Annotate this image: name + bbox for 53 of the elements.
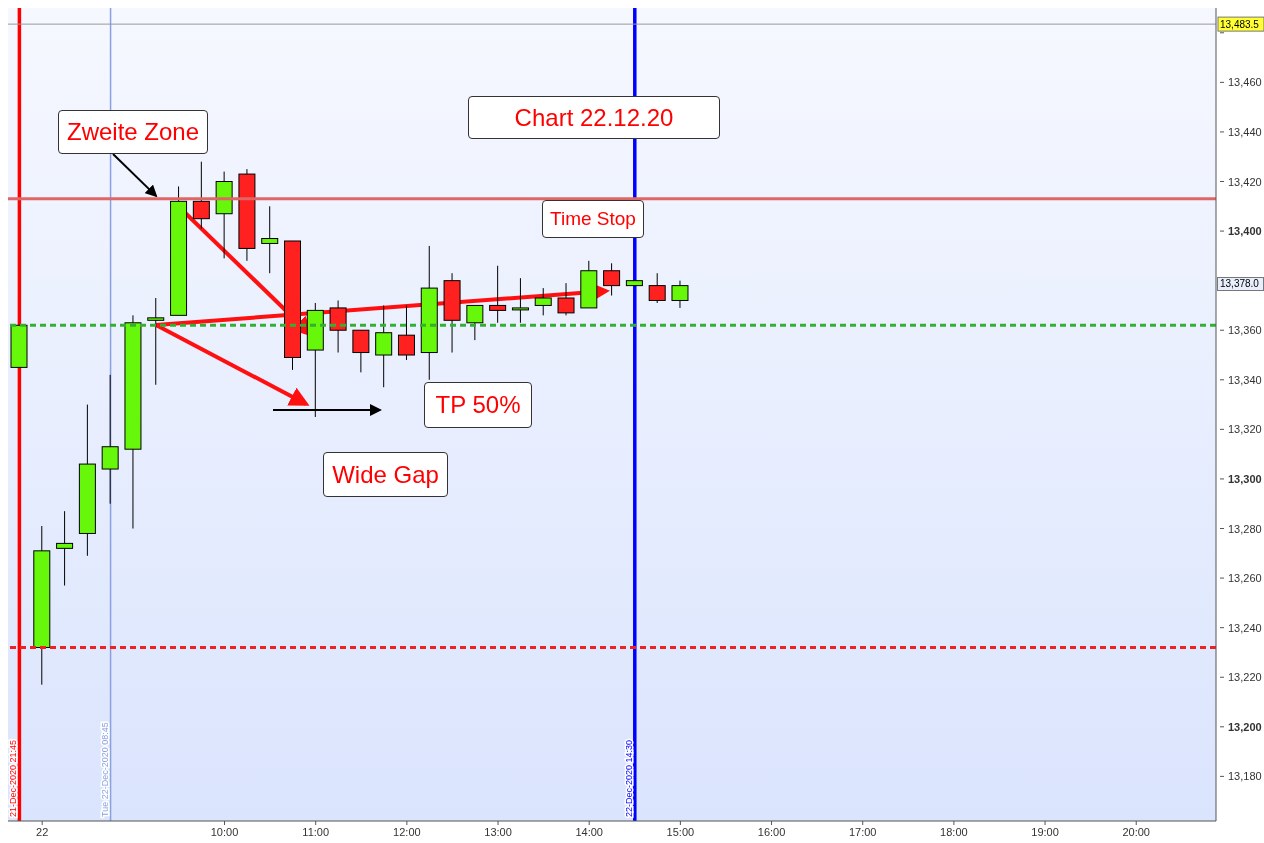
candlestick (56, 510, 74, 587)
candlestick (261, 205, 279, 274)
candlestick (671, 280, 689, 309)
y-tick-label: 13,280 (1228, 522, 1262, 535)
y-tick-label: 13,440 (1228, 125, 1262, 138)
y-tick-label: 13,460 (1228, 76, 1262, 89)
candlestick (511, 277, 529, 324)
x-tick-label: 11:00 (302, 826, 330, 838)
candlestick (648, 272, 666, 304)
title-box: Chart 22.12.20 (468, 96, 720, 139)
x-tick-label: 10:00 (210, 826, 239, 838)
y-tick-label: 13,340 (1228, 373, 1262, 386)
y-tick-label: 13,300 (1228, 472, 1262, 485)
candlestick (192, 161, 210, 230)
y-tick-label: 13,320 (1228, 423, 1262, 436)
candlestick (352, 329, 370, 373)
candlestick (375, 304, 393, 388)
candlestick (557, 282, 575, 316)
text: 13,378.0 (1217, 277, 1264, 291)
annotation: Zweite Zone (58, 110, 208, 154)
x-tick-label: 16:00 (757, 826, 786, 838)
candlestick (466, 304, 484, 341)
y-tick-label: 13,420 (1228, 175, 1262, 188)
x-tick-label: 22 (36, 826, 49, 838)
candlestick (397, 304, 415, 361)
x-tick-label: 14:00 (575, 826, 603, 838)
x-tick-label: 12:00 (393, 826, 421, 838)
x-tick-label: 22-Dec-2020 14:30 (623, 739, 634, 817)
ref-line-label: 13,483.5 (1220, 19, 1260, 31)
x-tick-label: 19:00 (1031, 826, 1059, 838)
annotation: Wide Gap (323, 452, 448, 497)
y-tick-label: 13,260 (1228, 572, 1262, 585)
annotation: TP 50% (424, 382, 532, 428)
candlestick (534, 287, 552, 316)
y-tick-label: 13,240 (1228, 621, 1262, 634)
x-tick-label: 13:00 (484, 826, 512, 838)
annotation: Time Stop (542, 200, 644, 238)
candlestick (101, 374, 119, 505)
x-tick-label: 20:00 (1122, 826, 1150, 838)
candlestick (489, 265, 507, 324)
x-tick-label: Tue 22-Dec-2020 08:45 (99, 722, 110, 817)
x-tick-label: 18:00 (940, 826, 968, 838)
candlestick (329, 299, 347, 354)
y-tick-label: 13,220 (1228, 671, 1262, 684)
x-tick-label: 15:00 (666, 826, 695, 838)
candlestick (147, 297, 165, 386)
y-tick-label: 13,200 (1228, 720, 1262, 733)
candlestick (603, 262, 621, 297)
y-tick-label: 13,180 (1228, 770, 1262, 783)
x-tick-label: 21-Dec-2020 21:45 (8, 739, 19, 817)
y-tick-label: 13,360 (1228, 324, 1262, 337)
x-tick-label: 17:00 (848, 826, 877, 838)
y-tick-label: 13,400 (1228, 225, 1262, 238)
